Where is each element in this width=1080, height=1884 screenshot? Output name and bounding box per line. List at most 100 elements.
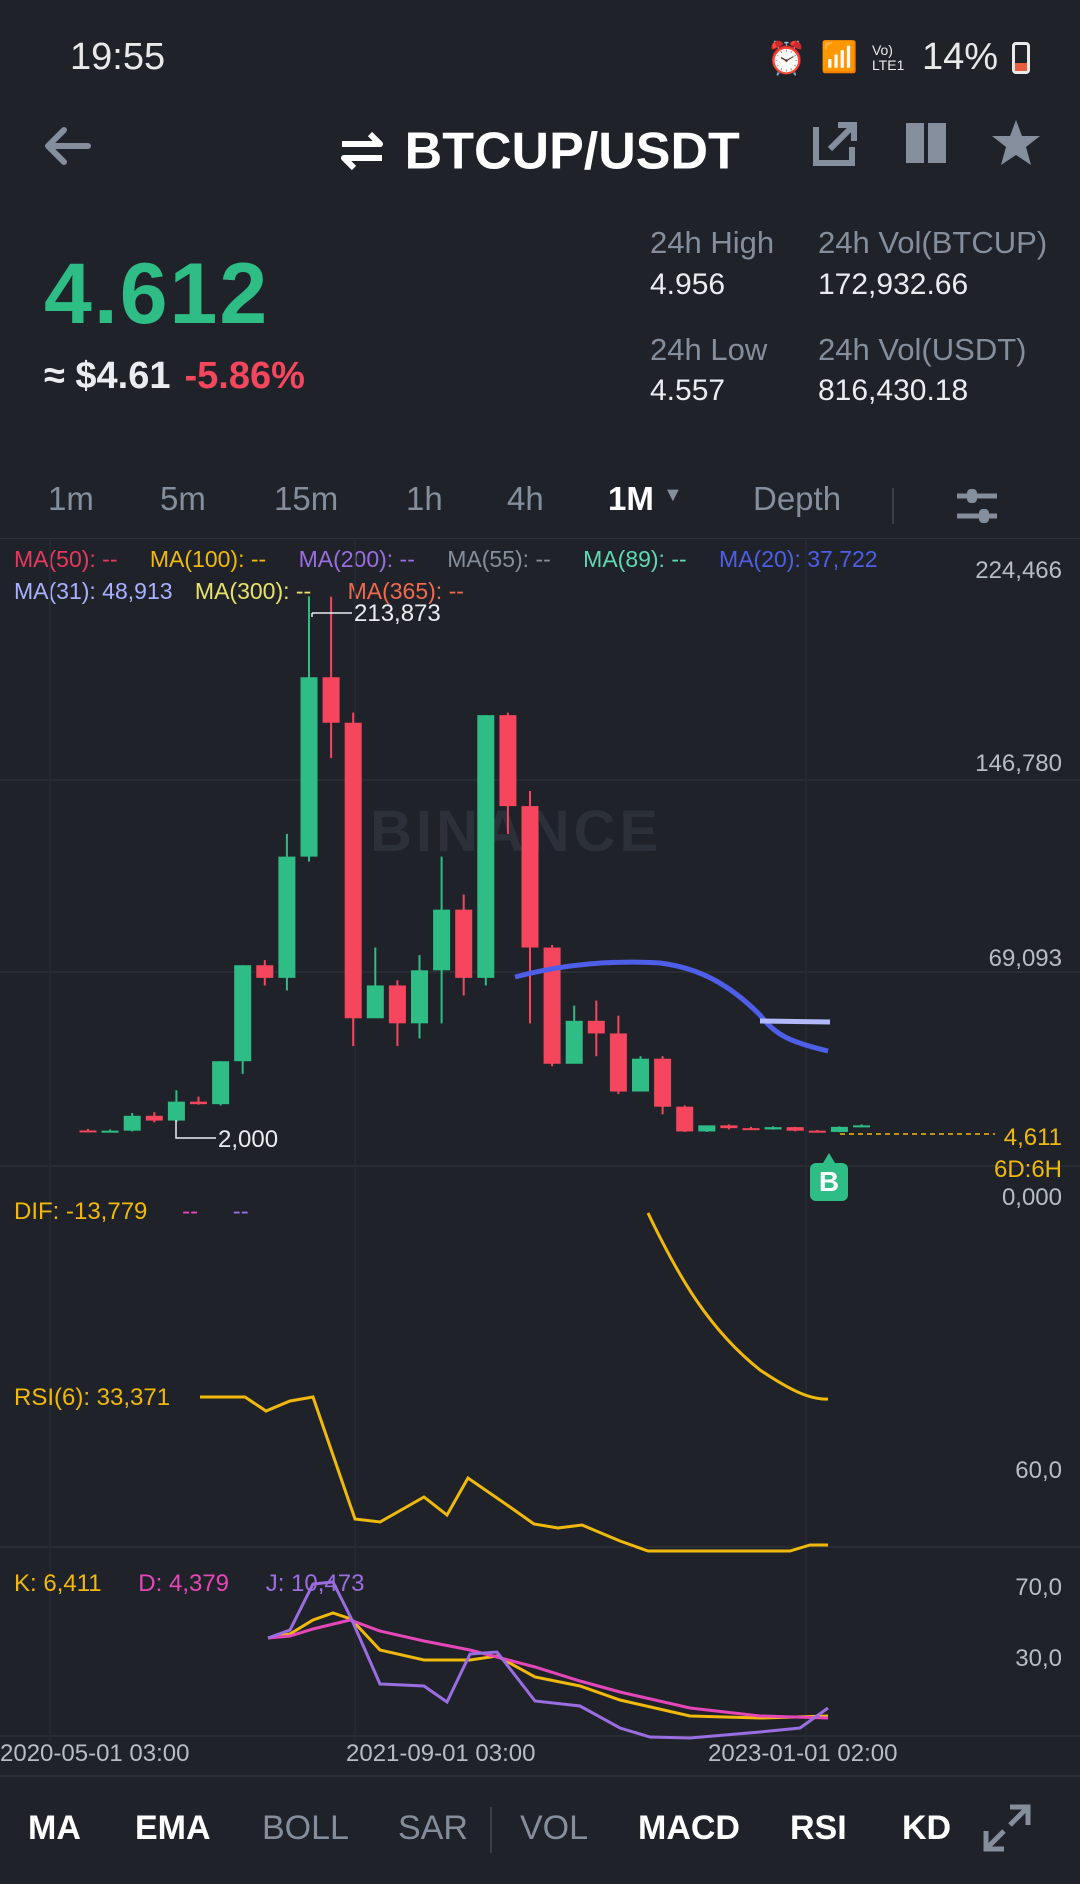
indicator-vol[interactable]: VOL	[520, 1809, 589, 1847]
candle-body	[853, 1125, 870, 1128]
indicator-kd[interactable]: KD	[902, 1809, 952, 1847]
share-icon[interactable]	[810, 116, 862, 170]
candle-body	[786, 1127, 804, 1131]
candle-body	[720, 1125, 738, 1129]
swap-arrows-icon	[341, 132, 384, 171]
fiat-price-row: ≈ $4.61 -5.86%	[44, 355, 305, 398]
back-arrow-icon[interactable]	[40, 118, 96, 185]
buy-marker[interactable]: B	[810, 1153, 848, 1201]
candle-body	[411, 970, 428, 1024]
candle-body	[632, 1058, 649, 1092]
candle-body	[587, 1020, 605, 1034]
kdj-tick-1: 70,0	[1015, 1574, 1062, 1601]
candle-body	[123, 1115, 141, 1131]
vol-quote-label: 24h Vol(USDT)	[818, 332, 1027, 367]
alarm-icon: ⏰	[766, 39, 807, 76]
candle-body	[764, 1127, 782, 1130]
book-icon[interactable]	[900, 116, 952, 170]
tab-depth[interactable]: Depth	[753, 480, 842, 517]
ma50-label: MA(50): --	[14, 546, 118, 572]
chevron-down-icon: ▼	[663, 484, 683, 506]
ma20-line	[514, 959, 829, 1054]
y-tick-1: 224,466	[975, 557, 1062, 584]
candle-body	[278, 856, 296, 978]
ma31-line	[759, 1018, 831, 1025]
y-tick-3: 69,093	[988, 945, 1062, 972]
vol-quote-value: 816,430.18	[818, 374, 969, 407]
last-price-tag: 4,611	[1003, 1124, 1062, 1151]
indicator-ema[interactable]: EMA	[135, 1809, 211, 1847]
tab-5m[interactable]: 5m	[160, 480, 206, 517]
candle-body	[79, 1130, 97, 1133]
indicator-macd[interactable]: MACD	[638, 1809, 740, 1847]
low-label: 24h Low	[650, 332, 768, 367]
kdj-tick-2: 30,0	[1015, 1645, 1062, 1672]
ma89-label: MA(89): --	[583, 546, 687, 572]
battery-text: 14%	[921, 36, 998, 78]
candle-body	[609, 1033, 627, 1092]
indicator-boll[interactable]: BOLL	[262, 1809, 349, 1847]
high-label: 24h High	[650, 225, 775, 260]
tab-1m[interactable]: 1m	[48, 480, 94, 517]
candle-layer	[79, 596, 995, 1139]
macd-dif-line	[646, 1212, 829, 1401]
macd-dea: --	[182, 1198, 199, 1225]
y-tick-4: 0,000	[1001, 1184, 1062, 1211]
x-tick-2: 2021-09-01 03:00	[346, 1740, 536, 1767]
max-price-annotation: 213,873	[354, 600, 441, 627]
vol-base-value: 172,932.66	[818, 268, 969, 301]
battery-icon	[1012, 41, 1030, 74]
pair-title[interactable]: BTCUP/USDT	[0, 118, 1080, 181]
ma31-label: MA(31): 48,913	[14, 578, 173, 604]
kdj-d: D: 4,379	[138, 1570, 230, 1597]
tab-separator	[892, 488, 894, 524]
candle-body	[676, 1106, 694, 1132]
tabs-divider	[0, 538, 1080, 539]
min-price-annotation: 2,000	[218, 1126, 279, 1153]
candle-body	[477, 715, 495, 978]
candle-body	[322, 677, 340, 723]
candle-body	[300, 677, 318, 857]
candle-body	[101, 1130, 119, 1133]
candle-countdown: 6D:6H	[993, 1156, 1062, 1183]
min-leader	[175, 1120, 216, 1139]
indicator-bar: MA EMA BOLL SAR VOL MACD RSI KD	[0, 1775, 1080, 1884]
low-value: 4.557	[650, 374, 726, 407]
macd-value: --	[232, 1198, 249, 1225]
expand-icon[interactable]	[982, 1803, 1032, 1853]
indicator-ma[interactable]: MA	[28, 1809, 81, 1847]
indicator-layer	[200, 1212, 829, 1740]
indicator-sar[interactable]: SAR	[398, 1809, 468, 1847]
ma200-label: MA(200): --	[298, 546, 415, 572]
chart-settings-icon[interactable]	[955, 484, 999, 528]
candle-body	[190, 1101, 207, 1105]
candle-body	[433, 909, 451, 971]
candle-body	[344, 722, 362, 1019]
kdj-j: J: 10,473	[265, 1570, 365, 1597]
wifi-icon: 📶	[820, 41, 858, 74]
kdj-k-line	[267, 1611, 829, 1720]
vol-base-label: 24h Vol(BTCUP)	[818, 225, 1048, 260]
interval-tabs: 1m 5m 15m 1h 4h 1M ▼ Depth	[0, 480, 1080, 540]
tab-4h[interactable]: 4h	[507, 480, 544, 517]
candle-body	[808, 1130, 826, 1133]
star-icon[interactable]	[990, 116, 1042, 170]
candle-body	[565, 1020, 583, 1064]
indicator-rsi[interactable]: RSI	[790, 1809, 847, 1847]
chart-canvas[interactable]	[0, 540, 1080, 1775]
candle-body	[543, 947, 561, 1064]
candle-body	[742, 1128, 760, 1131]
rsi-line	[200, 1395, 828, 1553]
rsi-legend: RSI(6): 33,371	[14, 1384, 171, 1411]
rsi-tick: 60,0	[1015, 1457, 1062, 1484]
kdj-k: K: 6,411	[14, 1570, 102, 1597]
tab-15m[interactable]: 15m	[274, 480, 339, 517]
candle-body	[521, 806, 539, 948]
candle-body	[366, 985, 384, 1019]
candle-body	[256, 965, 274, 978]
candle-body	[388, 985, 406, 1024]
high-value: 4.956	[650, 268, 726, 301]
tab-1M[interactable]: 1M ▼	[608, 480, 683, 518]
tab-1h[interactable]: 1h	[406, 480, 443, 517]
fiat-price: ≈ $4.61	[44, 355, 171, 397]
